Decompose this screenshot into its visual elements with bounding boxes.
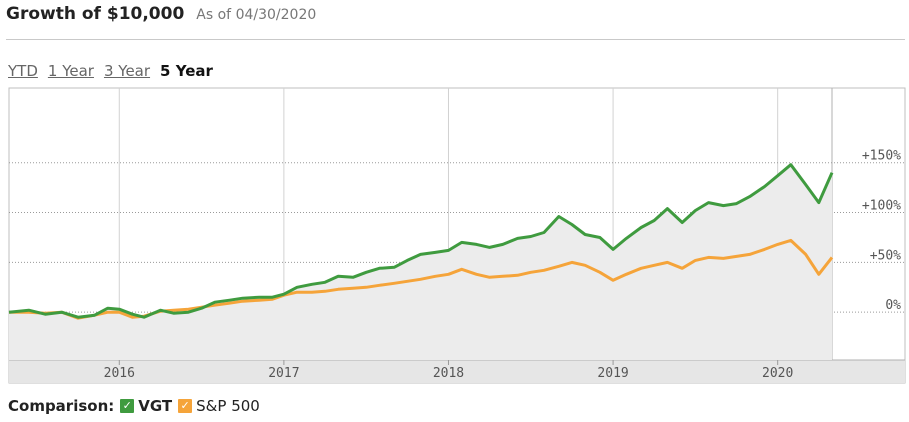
legend-item-vgt[interactable]: ✓ VGT	[120, 397, 172, 415]
comparison-label: Comparison:	[8, 397, 115, 415]
header-divider	[6, 39, 905, 40]
tab-5-year[interactable]: 5 Year	[160, 62, 213, 80]
x-tick-label: 2017	[268, 366, 299, 381]
tab-ytd[interactable]: YTD	[8, 62, 38, 80]
y-tick-label: +50%	[870, 248, 901, 263]
chart-title: Growth of $10,000	[6, 4, 185, 24]
x-tick-label: 2016	[104, 366, 135, 381]
legend-label-vgt: VGT	[138, 397, 173, 415]
y-tick-label: 0%	[885, 298, 901, 313]
x-axis-band	[9, 360, 905, 383]
tab-3-year[interactable]: 3 Year	[103, 62, 151, 80]
as-of-date: As of 04/30/2020	[196, 7, 317, 23]
x-tick-label: 2019	[597, 366, 628, 381]
check-icon[interactable]: ✓	[120, 399, 135, 413]
y-tick-label: +100%	[862, 199, 901, 214]
x-tick-label: 2020	[762, 366, 793, 381]
tab-1-year[interactable]: 1 Year	[47, 62, 94, 80]
legend-item-sp500[interactable]: ✓ S&P 500	[178, 397, 260, 415]
x-tick-label: 2018	[433, 366, 464, 381]
comparison-legend: Comparison: ✓ VGT ✓ S&P 500	[8, 397, 266, 415]
period-tabs: YTD 1 Year 3 Year 5 Year	[8, 62, 223, 80]
y-tick-label: +150%	[862, 149, 901, 164]
area-fill	[9, 164, 832, 360]
series-line-vgt	[8, 163, 834, 319]
chart-header: Growth of $10,000 As of 04/30/2020	[6, 4, 316, 30]
legend-label-sp500: S&P 500	[196, 397, 260, 415]
check-icon[interactable]: ✓	[178, 399, 193, 413]
